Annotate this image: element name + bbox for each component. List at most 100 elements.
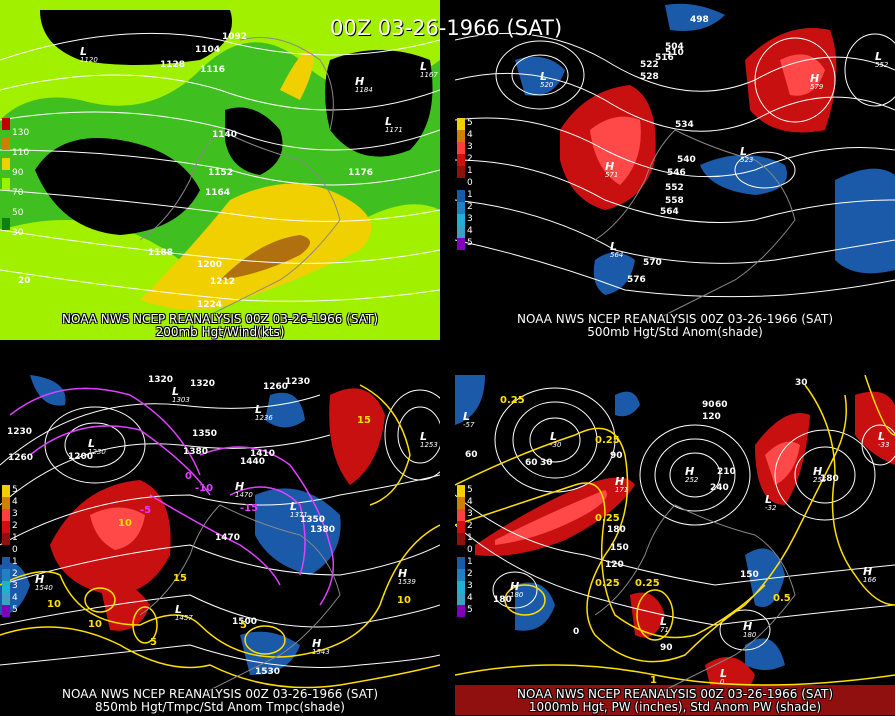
center-marker: H 1543 [312,637,330,656]
pw-label: 0.25 [595,435,620,446]
contour-label: 210 [717,467,736,477]
center-marker: H 1540 [35,573,53,592]
legend-swatch [2,533,10,545]
legend-swatch [2,521,10,533]
contour-label: 90 [660,643,673,653]
center-marker: H 166 [863,565,877,584]
center-marker: L 520 [540,70,554,89]
legend-label: 1 [12,533,18,543]
contour-label: 1152 [208,168,234,178]
temp-label: 10 [118,518,132,529]
warm-anomaly-east-core [780,54,825,96]
contour-label: 240 [710,483,729,493]
legend-swatch [2,118,10,130]
panel-850mb-hgt-temp: 5 4 3 2 1 0 1 2 3 4 5 1320 1320 1290 126… [0,375,440,715]
legend-swatch [2,545,10,557]
legend-swatch [457,202,465,214]
center-marker: L 1167 [420,60,438,79]
contour-label: 120 [605,560,624,570]
height-contours [455,387,895,651]
contour-label: 1350 [192,429,218,439]
legend-label: 3 [467,509,473,519]
cold-anomaly-gulf [593,252,635,295]
contour-label: 120 [702,412,721,422]
center-marker: L 564 [610,240,624,259]
contour-label: 180 [493,595,512,605]
pw-label: 0.25 [635,578,660,589]
legend-swatch [457,142,465,154]
panel-500mb-hgt-anom: 5 4 3 2 1 0 1 2 3 4 5 498 504 510 516 52… [455,0,895,340]
center-marker: L -57 [463,410,475,429]
legend-swatch [457,569,465,581]
contour-label: 1176 [348,168,374,178]
center-marker: H 1539 [398,567,416,586]
warm-anomaly-east [329,388,385,485]
legend-label: 5 [12,485,18,495]
temp-label: 15 [173,573,187,584]
panel-caption-source: NOAA NWS NCEP REANALYSIS 00Z 03-26-1966 … [516,312,834,326]
legend-swatch [457,190,465,202]
contour-label: 180 [607,525,626,535]
legend-label: 4 [467,497,473,507]
contour-label: 1140 [212,130,238,140]
center-marker: H 180 [743,620,757,639]
center-marker: H 180 [510,580,524,599]
legend-swatch [2,497,10,509]
cold-temperature-contours [9,387,335,606]
legend-label: 2 [12,569,18,579]
contour-label: 20 [18,276,31,286]
center-marker: L -33 [878,430,890,449]
warm-anomaly-sw [100,582,150,631]
warm-anomaly-west-core [90,507,145,550]
cold-anomaly-nw [455,375,485,425]
center-marker: L 71 [660,615,669,634]
panel-500mb-map [455,0,895,340]
contour-label: 564 [660,207,679,217]
legend-label: 1 [467,557,473,567]
warm-anomaly-east-core [765,441,800,485]
center-marker: H 252 [685,465,699,484]
contour-label: 558 [665,196,684,206]
cold-anomaly-north [615,391,640,417]
contour-label: 570 [643,258,662,268]
panel-200mb-hgt-wind: 130 110 90 70 50 30 1092 1104 1116 1128 … [0,0,440,340]
contour-label: 534 [675,120,694,130]
legend-label: 110 [12,148,30,158]
center-marker: L 1457 [175,603,193,622]
contour-label: 1260 [8,453,34,463]
contour-label: 180 [820,474,839,484]
wind-field-green-light-south [0,204,440,340]
precipitable-water-contours [455,375,895,686]
center-marker: L 1303 [172,385,190,404]
legend-label: 5 [467,238,473,248]
legend-label: 5 [467,118,473,128]
chart-title: 00Z 03-26-1966 (SAT) [330,16,563,40]
legend-label: 2 [467,521,473,531]
pw-label: 0.25 [595,578,620,589]
contour-label: 1440 [240,457,266,467]
contour-label: 522 [640,60,659,70]
center-marker: L 1171 [385,115,403,134]
panel-850mb-map [0,375,440,715]
center-marker: H 255 [813,465,827,484]
legend-label: 1 [12,557,18,567]
legend-swatch [457,154,465,166]
contour-label: 1530 [255,667,281,677]
contour-label: 1470 [215,533,241,543]
contour-label: 540 [677,155,696,165]
legend-swatch [2,158,10,170]
coastlines [139,37,341,321]
panel-caption-field: 500mb Hgt/Std Anom(shade) [587,325,763,339]
panel-caption-source: NOAA NWS NCEP REANALYSIS 00Z 03-26-1966 … [61,312,379,326]
contour-label: 1380 [183,447,209,457]
contour-label: 90 [702,400,715,410]
contour-label: 1224 [197,300,223,310]
legend-swatch [457,545,465,557]
wind-calm-black-center [225,107,283,175]
contour-label: 1116 [200,65,226,75]
cold-temp-label: -15 [240,503,259,514]
legend-label: 5 [12,605,18,615]
cold-anomaly-atlantic [835,168,895,274]
legend-swatch [457,521,465,533]
legend-swatch [2,581,10,593]
